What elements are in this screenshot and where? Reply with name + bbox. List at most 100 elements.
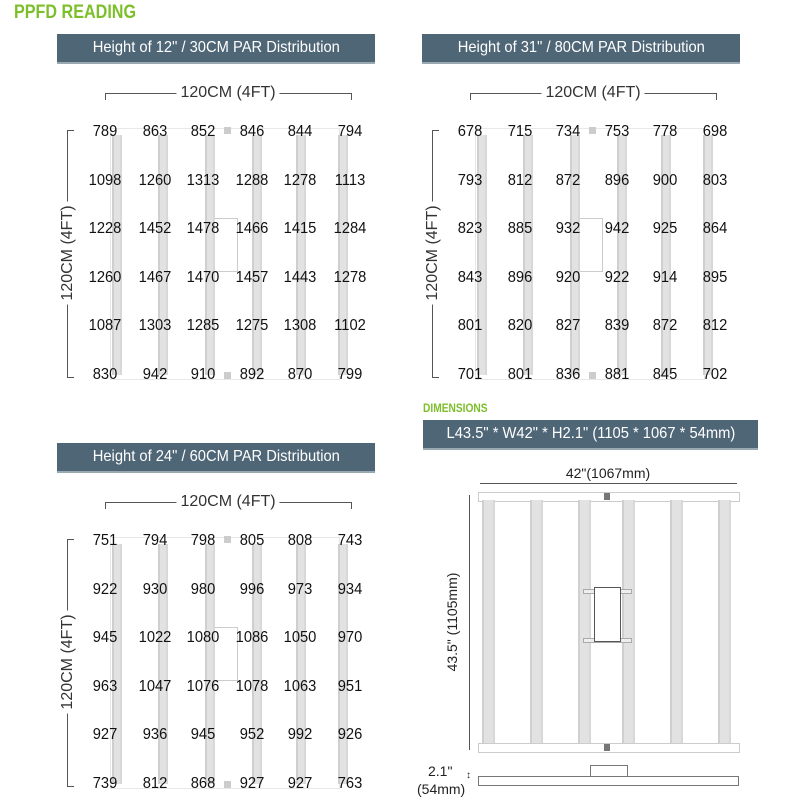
panel-header: Height of 12" / 30CM PAR Distribution <box>57 34 375 64</box>
led-bar <box>296 135 306 375</box>
connector <box>224 372 231 379</box>
ppfd-value: 793 <box>457 172 483 189</box>
ppfd-value: 900 <box>652 172 678 189</box>
ppfd-value: 1285 <box>186 317 220 334</box>
led-bar <box>530 500 543 743</box>
ppfd-value: 1086 <box>235 629 269 646</box>
ppfd-value: 1278 <box>283 172 317 189</box>
led-bar <box>477 135 487 375</box>
ppfd-value: 827 <box>555 317 581 334</box>
ppfd-value: 1260 <box>138 172 172 189</box>
ppfd-value: 996 <box>239 581 265 598</box>
connector <box>224 127 231 134</box>
ppfd-value: 920 <box>555 269 581 286</box>
ppfd-value: 812 <box>142 775 168 792</box>
ppfd-value: 789 <box>92 123 118 140</box>
ppfd-value: 701 <box>457 366 483 383</box>
ppfd-value: 942 <box>604 220 630 237</box>
ppfd-value: 812 <box>507 172 533 189</box>
ppfd-value: 1098 <box>88 172 122 189</box>
ppfd-value: 1452 <box>138 220 172 237</box>
ppfd-value: 922 <box>92 581 118 598</box>
ppfd-value: 753 <box>604 123 630 140</box>
ppfd-value: 892 <box>239 366 265 383</box>
height-label: 120CM (4FT) <box>59 201 77 305</box>
ppfd-value: 934 <box>337 581 363 598</box>
ppfd-value: 1478 <box>186 220 220 237</box>
led-bar <box>482 500 495 743</box>
panel-header-text: Height of 24" / 60CM PAR Distribution <box>92 448 340 465</box>
ppfd-value: 1443 <box>283 269 317 286</box>
ppfd-value: 845 <box>652 366 678 383</box>
ppfd-value: 963 <box>92 678 118 695</box>
led-bar <box>661 135 671 375</box>
ppfd-value: 823 <box>457 220 483 237</box>
led-bar <box>205 544 215 784</box>
led-bar <box>158 544 168 784</box>
ppfd-value: 1457 <box>235 269 269 286</box>
ppfd-value: 1313 <box>186 172 220 189</box>
ppfd-value: 739 <box>92 775 118 792</box>
ppfd-value: 896 <box>507 269 533 286</box>
ppfd-value: 1087 <box>88 317 122 334</box>
connector <box>224 781 231 788</box>
ppfd-value: 799 <box>337 366 363 383</box>
width-label: 120CM (4FT) <box>541 84 645 102</box>
panel-header: Height of 24" / 60CM PAR Distribution <box>57 443 375 473</box>
ppfd-value: 798 <box>190 532 216 549</box>
ppfd-value: 812 <box>702 317 728 334</box>
ppfd-value: 952 <box>239 726 265 743</box>
ppfd-value: 872 <box>652 317 678 334</box>
height-label: 120CM (4FT) <box>59 610 77 714</box>
ppfd-value: 801 <box>507 366 533 383</box>
side-view-bar <box>478 776 739 786</box>
ppfd-value: 1102 <box>334 317 366 334</box>
ppfd-value: 885 <box>507 220 533 237</box>
page-title: PPFD READING <box>14 2 137 23</box>
ppfd-value: 930 <box>142 581 168 598</box>
ppfd-value: 830 <box>92 366 118 383</box>
ppfd-value: 942 <box>142 366 168 383</box>
led-bar <box>205 135 215 375</box>
dimensions-title: DIMENSIONS <box>423 401 488 415</box>
ppfd-value: 1050 <box>283 629 317 646</box>
ppfd-value: 1275 <box>235 317 269 334</box>
ppfd-value: 1278 <box>333 269 367 286</box>
connector <box>589 127 596 134</box>
ppfd-value: 945 <box>92 629 118 646</box>
width-dimension-line <box>480 483 737 484</box>
ppfd-value: 843 <box>457 269 483 286</box>
ppfd-value: 1047 <box>138 678 172 695</box>
connector <box>589 372 596 379</box>
ppfd-value: 1415 <box>283 220 317 237</box>
ppfd-value: 926 <box>337 726 363 743</box>
led-bar <box>112 135 122 375</box>
ppfd-value: 820 <box>507 317 533 334</box>
ppfd-value: 839 <box>604 317 630 334</box>
led-bar <box>252 135 262 375</box>
ppfd-value: 1467 <box>138 269 172 286</box>
led-bar <box>703 135 713 375</box>
ppfd-value: 751 <box>92 532 118 549</box>
ppfd-value: 925 <box>652 220 678 237</box>
panel-header-text: Height of 12" / 30CM PAR Distribution <box>92 39 340 56</box>
led-bar <box>570 135 580 375</box>
ppfd-value: 1076 <box>186 678 220 695</box>
ppfd-value: 868 <box>190 775 216 792</box>
length-dimension-line <box>469 495 470 750</box>
ppfd-value: 1284 <box>333 220 367 237</box>
length-dimension-label: 43.5" (1105mm) <box>444 572 460 672</box>
led-bar <box>252 544 262 784</box>
ppfd-value: 743 <box>337 532 363 549</box>
ppfd-value: 895 <box>702 269 728 286</box>
ppfd-value: 846 <box>239 123 265 140</box>
connector <box>604 493 610 500</box>
ppfd-value: 1303 <box>138 317 172 334</box>
width-label: 120CM (4FT) <box>176 84 280 102</box>
ppfd-value: 970 <box>337 629 363 646</box>
ppfd-value: 936 <box>142 726 168 743</box>
ppfd-value: 1113 <box>334 172 366 189</box>
ppfd-value: 1466 <box>235 220 269 237</box>
led-bar <box>622 500 635 743</box>
led-bar <box>617 135 627 375</box>
